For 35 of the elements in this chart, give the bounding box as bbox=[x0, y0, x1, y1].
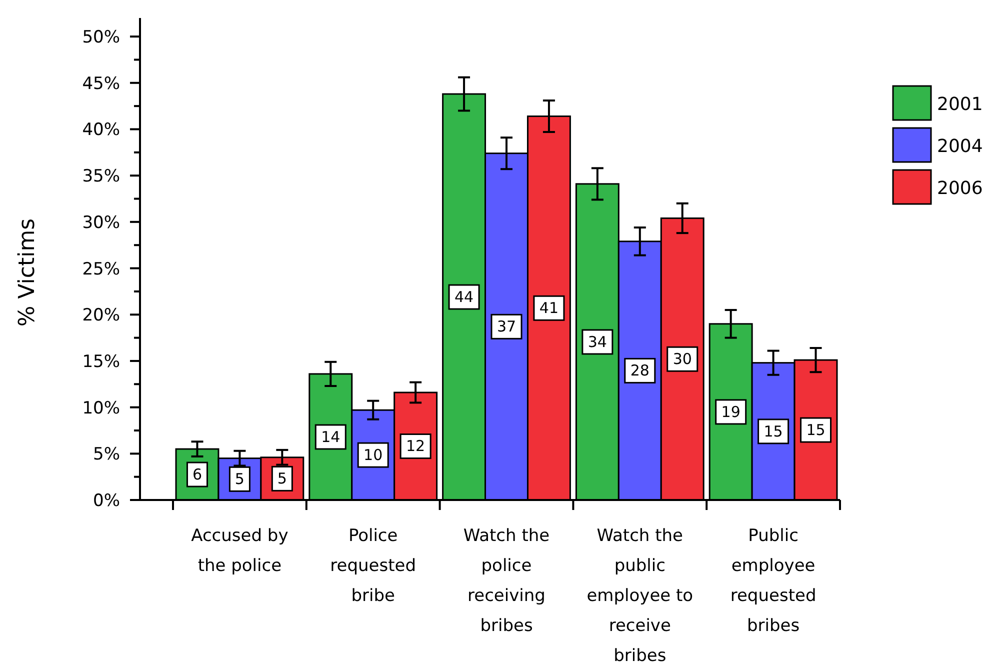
y-tick-label: 15% bbox=[82, 352, 120, 372]
y-tick-label: 0% bbox=[93, 491, 120, 511]
x-tick-label: Police requested bribe bbox=[330, 526, 416, 606]
data-label: 28 bbox=[630, 362, 650, 380]
y-tick-label: 5% bbox=[93, 444, 120, 465]
y-tick-label: 50% bbox=[82, 28, 120, 48]
x-tick-label: Accused by the police bbox=[191, 526, 288, 576]
data-label: 5 bbox=[277, 470, 287, 488]
data-label: 30 bbox=[672, 350, 692, 368]
y-axis-title: % Victims bbox=[15, 218, 40, 327]
x-tick-label: Public employee requested bribes bbox=[730, 526, 816, 636]
data-label: 19 bbox=[721, 402, 740, 421]
legend-label: 2006 bbox=[937, 178, 983, 199]
y-tick-label: 35% bbox=[82, 166, 120, 187]
y-tick-label: 10% bbox=[82, 398, 120, 418]
x-tick-label: Watch the public employee to receive bribes bbox=[586, 526, 694, 664]
y-tick-label: 45% bbox=[82, 74, 120, 94]
data-label: 10 bbox=[364, 446, 383, 464]
y-tick-label: 30% bbox=[82, 212, 120, 233]
data-label: 37 bbox=[496, 318, 516, 336]
legend-label: 2001 bbox=[937, 94, 983, 115]
data-label: 15 bbox=[764, 422, 783, 440]
data-label: 34 bbox=[588, 332, 607, 351]
y-tick-label: 20% bbox=[82, 306, 120, 326]
data-label: 44 bbox=[454, 288, 474, 306]
y-tick-label: 40% bbox=[82, 120, 120, 140]
data-label: 41 bbox=[539, 299, 559, 318]
data-label: 6 bbox=[192, 466, 202, 484]
legend-label: 2004 bbox=[937, 136, 983, 157]
data-label: 15 bbox=[806, 421, 826, 440]
x-tick-label: Watch the police receiving bribes bbox=[463, 526, 550, 636]
data-label: 14 bbox=[321, 428, 340, 446]
data-label: 5 bbox=[234, 470, 244, 488]
data-label: 12 bbox=[406, 437, 426, 456]
y-tick-label: 25% bbox=[82, 259, 120, 280]
